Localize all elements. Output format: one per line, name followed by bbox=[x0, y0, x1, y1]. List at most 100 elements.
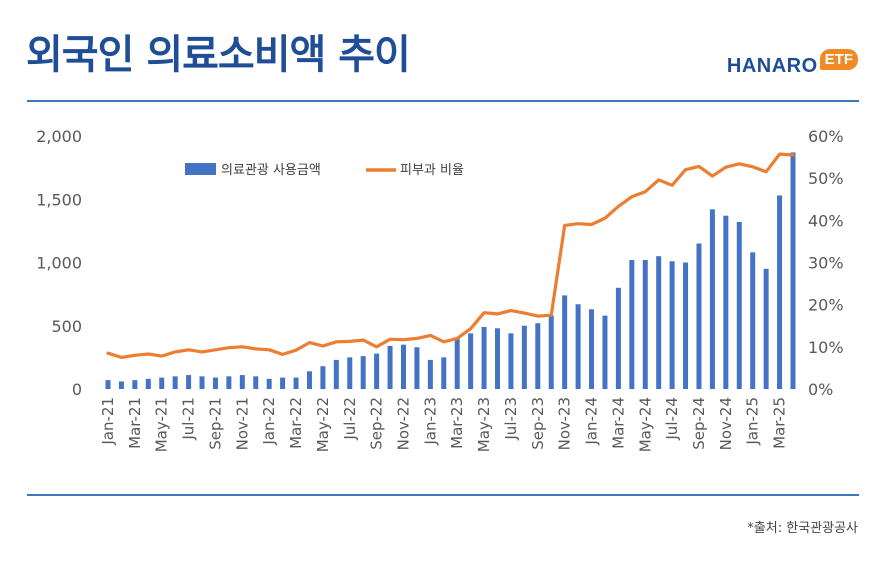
right-tick-label: 0% bbox=[808, 380, 833, 399]
right-tick-label: 40% bbox=[808, 211, 844, 230]
bar bbox=[750, 252, 756, 389]
x-tick-label: Jul-23 bbox=[502, 397, 520, 441]
legend-line-label: 피부과 비율 bbox=[400, 163, 464, 178]
bar bbox=[615, 287, 621, 389]
bar bbox=[790, 152, 796, 389]
x-tick-label: May-21 bbox=[153, 397, 171, 452]
bar bbox=[280, 377, 286, 389]
page-title: 외국인 의료소비액 추이 bbox=[26, 32, 411, 78]
x-tick-label: Mar-25 bbox=[771, 397, 789, 449]
x-axis: Jan-21 Mar-21 May-21 Jul-21 Sep-21 Nov-21 Jan-… bbox=[99, 397, 789, 452]
bar bbox=[562, 295, 568, 389]
bar bbox=[669, 261, 675, 389]
source-note: *출처: 한국관광공사 bbox=[747, 521, 858, 536]
right-tick-label: 50% bbox=[808, 169, 844, 188]
x-tick-label: May-23 bbox=[475, 397, 493, 452]
left-axis: 0 500 1,000 1,500 2,000 bbox=[36, 127, 82, 399]
bar bbox=[454, 338, 460, 389]
x-tick-label: May-22 bbox=[314, 397, 332, 452]
bar bbox=[777, 195, 783, 389]
x-tick-label: Mar-24 bbox=[609, 397, 627, 449]
bar bbox=[226, 376, 232, 389]
right-tick-label: 60% bbox=[808, 127, 844, 146]
bar bbox=[481, 327, 487, 389]
bar bbox=[441, 357, 447, 389]
bar bbox=[118, 381, 124, 389]
right-tick-label: 30% bbox=[808, 254, 844, 273]
bar bbox=[508, 333, 514, 389]
bar bbox=[763, 268, 769, 389]
x-tick-label: Jan-23 bbox=[421, 397, 439, 446]
bar bbox=[629, 259, 635, 389]
x-tick-label: Nov-22 bbox=[394, 397, 412, 450]
bar bbox=[199, 376, 205, 389]
bar bbox=[736, 222, 742, 389]
x-tick-label: Sep-21 bbox=[206, 397, 224, 450]
x-tick-label: Jan-21 bbox=[99, 397, 117, 446]
bar-series bbox=[105, 152, 796, 389]
x-tick-label: Jul-22 bbox=[341, 397, 359, 441]
left-tick-label: 2,000 bbox=[36, 127, 82, 146]
legend-bar-swatch bbox=[185, 163, 216, 175]
logo-etf-badge: ETF bbox=[819, 49, 858, 70]
bar bbox=[172, 376, 178, 389]
x-tick-label: Mar-23 bbox=[448, 397, 466, 449]
bar bbox=[642, 259, 648, 389]
top-divider bbox=[27, 100, 859, 102]
bar bbox=[186, 375, 192, 389]
x-tick-label: Mar-22 bbox=[287, 397, 305, 449]
bar bbox=[414, 347, 420, 389]
bar bbox=[548, 315, 554, 389]
bar bbox=[293, 377, 299, 389]
right-tick-label: 10% bbox=[808, 338, 844, 357]
x-tick-label: Nov-23 bbox=[556, 397, 574, 450]
bar bbox=[656, 256, 662, 389]
x-tick-label: Mar-21 bbox=[126, 397, 144, 449]
bar bbox=[306, 371, 312, 389]
bar bbox=[239, 375, 245, 389]
bar bbox=[320, 366, 326, 389]
bottom-divider bbox=[27, 494, 859, 496]
legend: 의료관광 사용금액 피부과 비율 bbox=[185, 163, 464, 178]
bar bbox=[535, 323, 541, 389]
bar bbox=[400, 344, 406, 389]
bar bbox=[468, 333, 474, 389]
x-tick-label: Nov-24 bbox=[717, 397, 735, 450]
bar bbox=[266, 378, 272, 389]
bar bbox=[360, 356, 366, 389]
bar bbox=[602, 315, 608, 389]
x-tick-label: Jan-24 bbox=[583, 397, 601, 446]
x-tick-label: Nov-21 bbox=[233, 397, 251, 450]
bar bbox=[374, 353, 380, 389]
x-tick-label: Sep-22 bbox=[368, 397, 386, 450]
bar bbox=[589, 309, 595, 389]
bar bbox=[333, 359, 339, 389]
line-path bbox=[106, 152, 795, 359]
x-tick-label: Jul-21 bbox=[180, 397, 198, 441]
x-tick-label: Sep-23 bbox=[529, 397, 547, 450]
left-tick-label: 1,500 bbox=[36, 190, 82, 209]
x-tick-label: Jan-22 bbox=[260, 397, 278, 446]
logo-main-text: HANARO bbox=[726, 55, 818, 77]
bar bbox=[495, 328, 501, 389]
bar bbox=[709, 209, 715, 389]
medical-spending-chart: 0 500 1,000 1,500 2,000 0% 10% 20% 30% 40% 50% 60%… bbox=[36, 127, 844, 452]
bar bbox=[159, 377, 165, 389]
x-tick-label: May-24 bbox=[636, 397, 654, 452]
bar bbox=[723, 215, 729, 389]
x-tick-label: Jul-24 bbox=[663, 397, 681, 441]
bar bbox=[105, 380, 111, 389]
legend-bar-label: 의료관광 사용금액 bbox=[221, 163, 321, 178]
bar bbox=[427, 359, 433, 389]
left-tick-label: 500 bbox=[51, 317, 82, 336]
hanaro-etf-logo: HANARO ETF bbox=[727, 44, 858, 78]
bar bbox=[132, 380, 138, 389]
bar bbox=[575, 304, 581, 389]
bar bbox=[683, 262, 689, 389]
bar bbox=[145, 378, 151, 389]
right-axis: 0% 10% 20% 30% 40% 50% 60% bbox=[808, 127, 844, 399]
left-tick-label: 0 bbox=[72, 380, 82, 399]
right-tick-label: 20% bbox=[808, 296, 844, 315]
bar bbox=[212, 377, 218, 389]
bar bbox=[253, 376, 259, 389]
